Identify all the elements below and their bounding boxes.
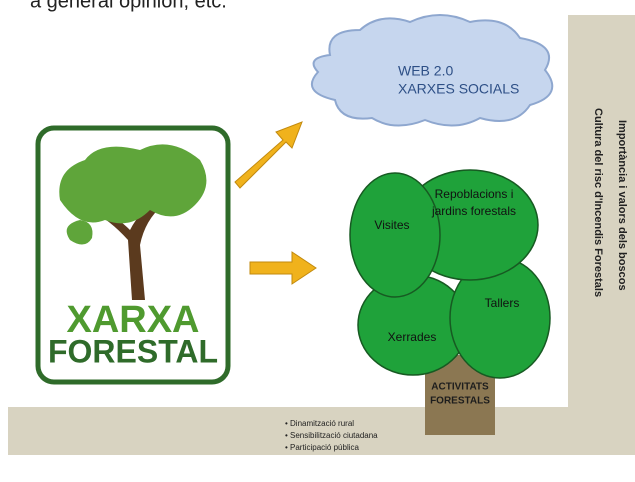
crown-text: Visites — [374, 218, 409, 232]
arrow — [235, 122, 302, 188]
crown-text: Repoblacions i — [435, 187, 514, 201]
side-text: Cultura del risc d'Incendis Forestals — [592, 108, 604, 297]
diagram: a general opinion, etc. XARXA FORESTAL W… — [0, 0, 635, 482]
trunk-text: FORESTALS — [430, 396, 490, 407]
logo-text: FORESTAL — [48, 333, 218, 369]
bottom-item: • Dinamització rural — [285, 419, 354, 428]
crown-text: jardins forestals — [431, 204, 516, 218]
cloud-text: WEB 2.0 — [398, 63, 453, 79]
logo: XARXA FORESTAL — [38, 128, 228, 382]
arrow — [250, 252, 316, 284]
header-text: a general opinion, etc. — [30, 0, 227, 12]
bottom-item: • Sensibilització ciutadana — [285, 431, 378, 440]
crown-text: Xerrades — [388, 330, 437, 344]
bottom-item: • Participació pública — [285, 443, 360, 452]
crown-text: Tallers — [485, 296, 520, 310]
cloud-text: XARXES SOCIALS — [398, 81, 519, 97]
trunk-text: ACTIVITATS — [431, 382, 489, 393]
side-text: Importància i valors dels boscos — [616, 120, 628, 291]
crown — [350, 173, 440, 297]
